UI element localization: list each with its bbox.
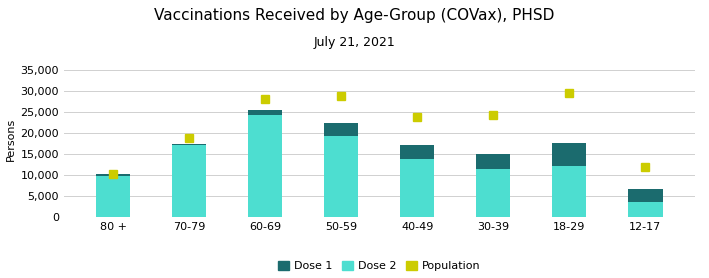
- Text: July 21, 2021: July 21, 2021: [313, 36, 396, 49]
- Bar: [248, 115, 282, 217]
- Population: [413, 115, 422, 118]
- Legend: Dose 1, Dose 2, Population: Dose 1, Dose 2, Population: [273, 257, 486, 276]
- Population: [489, 113, 498, 117]
- Population: [261, 97, 269, 101]
- Bar: [628, 202, 662, 217]
- Line: Population: Population: [109, 89, 649, 178]
- Bar: [96, 176, 130, 217]
- Bar: [324, 123, 359, 136]
- Population: [641, 165, 649, 169]
- Population: [565, 91, 574, 95]
- Bar: [552, 165, 586, 217]
- Population: [337, 94, 345, 97]
- Bar: [248, 110, 282, 115]
- Text: Vaccinations Received by Age-Group (COVax), PHSD: Vaccinations Received by Age-Group (COVa…: [155, 8, 554, 23]
- Bar: [324, 136, 359, 217]
- Bar: [552, 143, 586, 165]
- Bar: [96, 174, 130, 176]
- Bar: [400, 145, 435, 159]
- Bar: [476, 169, 510, 217]
- Bar: [172, 144, 206, 145]
- Bar: [400, 159, 435, 217]
- Bar: [476, 154, 510, 169]
- Bar: [628, 190, 662, 202]
- Y-axis label: Persons: Persons: [6, 117, 16, 161]
- Bar: [172, 145, 206, 217]
- Population: [185, 136, 194, 139]
- Population: [109, 172, 118, 175]
